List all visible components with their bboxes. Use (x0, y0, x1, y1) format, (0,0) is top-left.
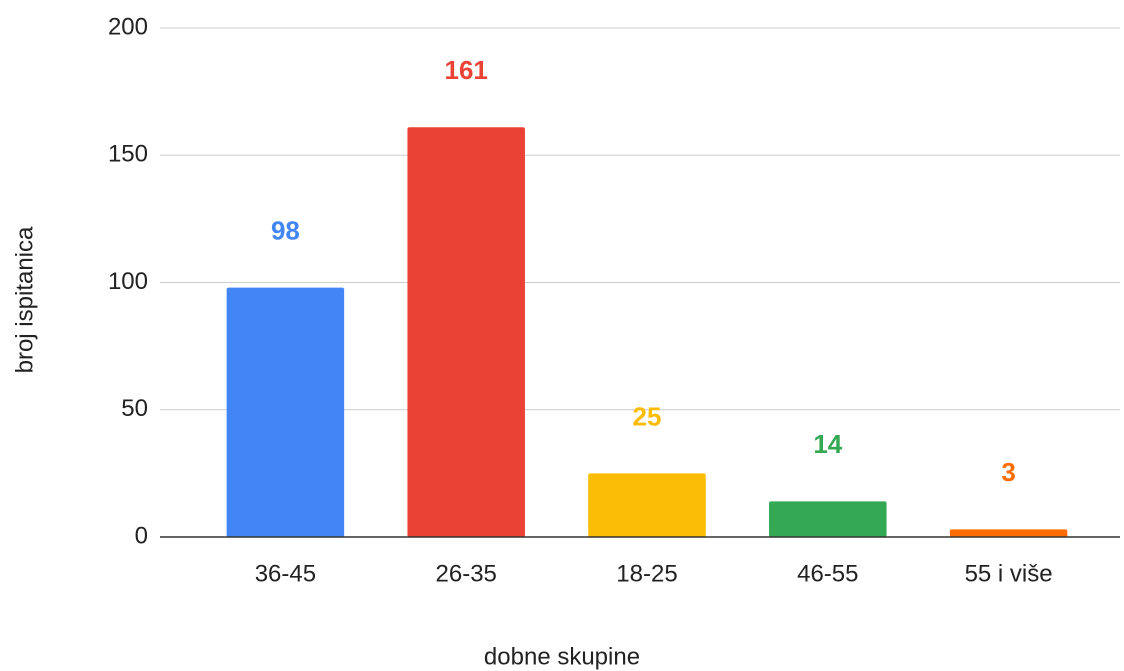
y-tick-label: 100 (108, 268, 148, 295)
y-tick-label: 150 (108, 141, 148, 168)
x-tick-label: 46-55 (797, 560, 858, 587)
bar (407, 127, 525, 537)
data-label: 161 (445, 55, 488, 85)
data-label: 14 (813, 429, 842, 459)
bar (769, 501, 887, 537)
data-label: 98 (271, 215, 300, 245)
y-axis-label: broj ispitanica (11, 226, 38, 373)
x-tick-label: 26-35 (436, 560, 497, 587)
bar (949, 529, 1068, 537)
y-tick-label: 0 (135, 522, 148, 549)
bar (226, 287, 345, 537)
y-tick-label: 50 (121, 395, 148, 422)
x-tick-label: 36-45 (255, 560, 316, 587)
x-axis-label: dobne skupine (484, 643, 640, 670)
bar (588, 473, 706, 537)
y-tick-label: 200 (108, 13, 148, 40)
x-tick-label: 55 i više (965, 560, 1053, 587)
data-label: 3 (1001, 457, 1015, 487)
x-tick-label: 18-25 (616, 560, 677, 587)
data-label: 25 (633, 401, 662, 431)
